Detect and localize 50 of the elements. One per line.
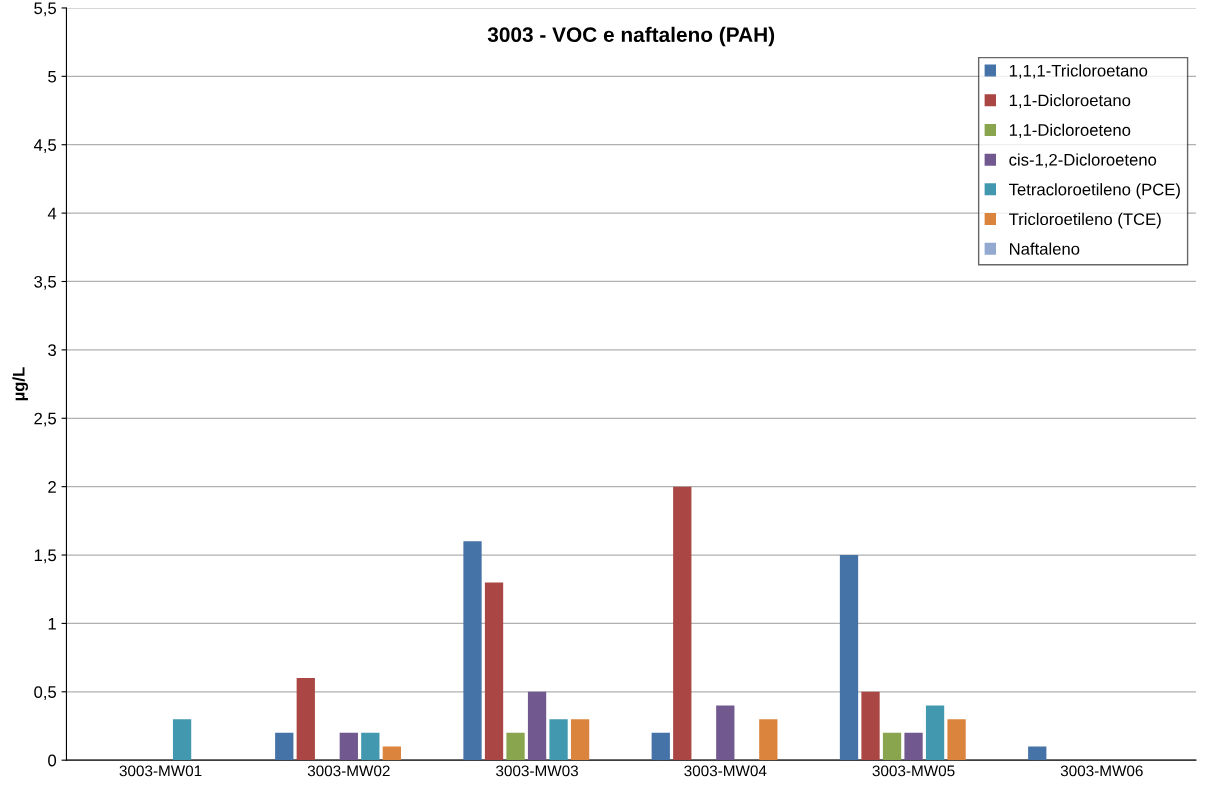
y-tick-label: 5 — [48, 70, 57, 83]
bar — [382, 746, 401, 761]
x-tick-label: 3003-MW02 — [307, 765, 390, 777]
legend-label: 1,1-Dicloroeteno — [1009, 123, 1131, 138]
bar — [549, 719, 568, 761]
bar — [172, 719, 192, 761]
bar — [673, 486, 692, 761]
bar — [484, 582, 504, 761]
bar — [296, 678, 315, 761]
bar — [570, 719, 590, 761]
bar — [904, 732, 923, 761]
bar — [839, 555, 859, 761]
bar — [275, 732, 294, 761]
legend-label: 1,1-Dicloroetano — [1009, 94, 1131, 109]
y-tick-label: 3,5 — [34, 275, 57, 290]
x-tick-label: 3003-MW03 — [496, 765, 578, 777]
legend-label: Tricloroetileno (TCE) — [1009, 212, 1161, 229]
y-tick-label: 3 — [48, 344, 56, 357]
y-tick-label: 2 — [48, 481, 56, 493]
legend-label: Naftaleno — [1010, 242, 1080, 255]
bar — [925, 705, 945, 761]
x-tick-label: 3003-MW01 — [119, 765, 202, 777]
bar — [339, 732, 358, 761]
y-tick-label: 1 — [48, 617, 56, 630]
bar — [463, 541, 482, 761]
bar — [947, 719, 966, 761]
x-tick-label: 3003-MW04 — [684, 765, 767, 777]
bar — [1028, 746, 1047, 761]
x-tick-label: 3003-MW05 — [872, 765, 955, 777]
y-tick-label: 2,5 — [34, 412, 57, 427]
text: 3003 - VOC e naftaleno (PAH) — [487, 26, 775, 47]
bar — [861, 691, 880, 761]
y-tick-label: 0 — [48, 754, 57, 767]
legend-label: 1,1,1-Tricloroetano — [1009, 64, 1148, 79]
bar — [527, 691, 547, 761]
legend-label: Tetracloroetileno (PCE) — [1009, 183, 1180, 199]
bar — [759, 719, 778, 761]
y-tick-label: 4,5 — [33, 139, 57, 153]
bar — [361, 732, 380, 761]
y-tick-label: 1,5 — [34, 549, 57, 564]
legend-label: cis-1,2-Dicloroeteno — [1009, 153, 1157, 168]
bar — [716, 705, 735, 761]
y-tick-label: 5,5 — [34, 2, 57, 17]
y-tick-label: 4 — [47, 207, 57, 220]
bar — [506, 732, 525, 761]
x-tick-label: 3003-MW06 — [1060, 765, 1143, 777]
y-axis-title: µg/L — [12, 367, 28, 401]
bar — [651, 732, 670, 761]
bar — [882, 732, 902, 761]
y-tick-label: 0,5 — [34, 686, 57, 700]
